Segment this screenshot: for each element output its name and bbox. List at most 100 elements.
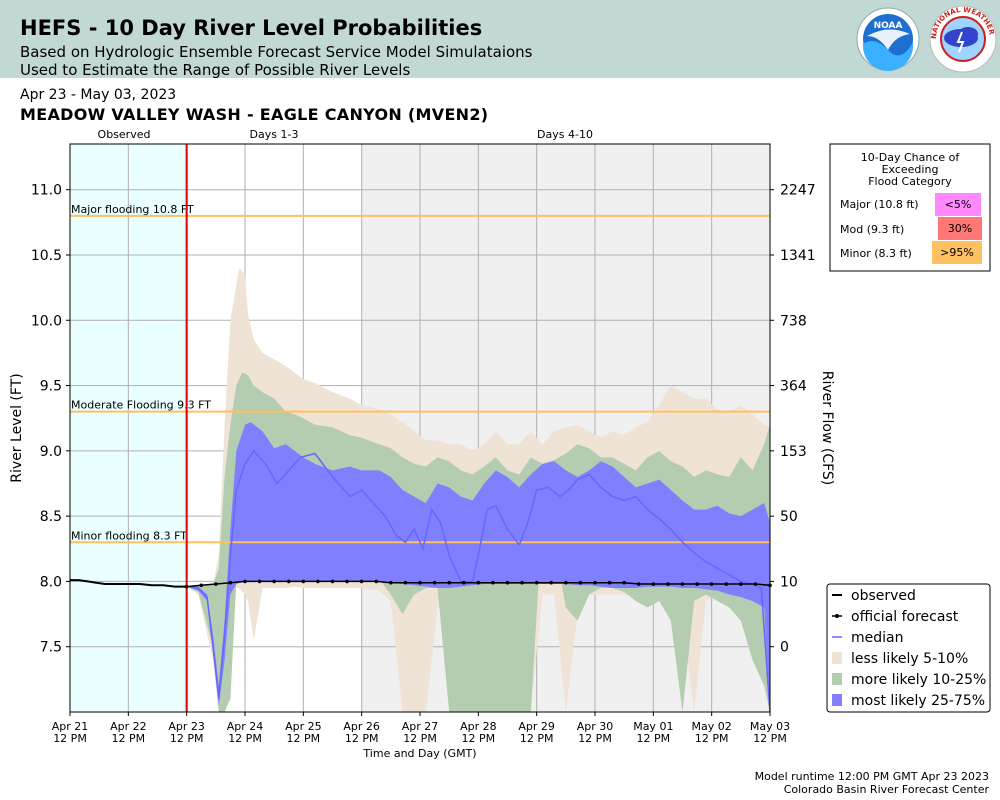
chart-lines (70, 144, 772, 713)
x-axis-label: Time and Day (GMT) (362, 747, 476, 760)
official-forecast-point (695, 582, 699, 586)
x-tick-label-time: 12 PM (695, 732, 729, 745)
flood-table-title-3: Flood Category (868, 175, 952, 188)
period-label-observed: Observed (98, 128, 151, 141)
y2-tick-label: 364 (780, 379, 807, 395)
x-tick-label-date: Apr 26 (343, 720, 380, 733)
flood-row-label-major: Major (10.8 ft) (840, 198, 919, 211)
y-tick-label: 8.5 (40, 509, 62, 525)
x-tick-label-time: 12 PM (578, 732, 612, 745)
noaa-logo-icon: NOAA (856, 7, 920, 71)
official-forecast-point (301, 579, 306, 584)
y-tick-label: 7.5 (40, 640, 62, 656)
legend-label-less-likely: less likely 5-10% (851, 651, 968, 667)
page-title: HEFS - 10 Day River Level Probabilities (20, 16, 483, 40)
official-forecast-point (564, 580, 568, 585)
flood-row-label-minor: Minor (8.3 ft) (840, 247, 912, 260)
official-forecast-point (505, 580, 510, 585)
legend-label-more-likely: more likely 10-25% (851, 672, 986, 688)
flood-table-title-1: 10-Day Chance of (861, 151, 961, 164)
x-tick-label-date: Apr 22 (110, 720, 147, 733)
flood-row-value-minor: >95% (940, 246, 974, 259)
official-forecast-point (578, 580, 583, 585)
official-forecast-point (330, 579, 335, 584)
footer-center: Colorado Basin River Forecast Center (783, 783, 989, 796)
threshold-moderate-label: Moderate Flooding 9.3 FT (71, 399, 211, 412)
x-tick-label-date: Apr 30 (577, 720, 614, 733)
y-tick-label: 9.5 (40, 379, 62, 395)
x-tick-label-time: 12 PM (170, 732, 204, 745)
header-banner: HEFS - 10 Day River Level Probabilities … (0, 0, 1000, 79)
official-forecast-point (316, 579, 320, 584)
flood-category-table: 10-Day Chance of Exceeding Flood Categor… (829, 143, 991, 272)
flood-row-box-major (935, 193, 981, 216)
x-tick-label-time: 12 PM (112, 732, 146, 745)
official-forecast-point (184, 584, 189, 589)
page-subtitle: Based on Hydrologic Ensemble Forecast Se… (20, 43, 533, 61)
official-forecast-point (666, 582, 670, 586)
legend-swatch-less-likely (832, 652, 842, 664)
official-forecast-point (374, 579, 379, 584)
official-forecast-point (345, 579, 349, 584)
official-forecast-point (709, 582, 714, 586)
x-tick-label-date: Apr 27 (402, 720, 439, 733)
x-tick-label-time: 12 PM (520, 732, 554, 745)
flood-row-value-mod: 30% (948, 222, 972, 235)
x-tick-label-time: 12 PM (403, 732, 437, 745)
period-label-days-4-10: Days 4-10 (537, 128, 593, 141)
band-most-likely (186, 422, 770, 712)
x-tick-label-time: 12 PM (53, 732, 87, 745)
legend-swatch-more-likely (832, 673, 842, 685)
official-forecast-point (680, 582, 685, 586)
flood-row-value-major: <5% (945, 198, 972, 211)
official-forecast-point (491, 580, 495, 585)
official-forecast-point (636, 582, 641, 586)
chart-axes: 7.5 8.0 8.5 9.0 9.5 10.0 10.5 11.0 0 10 50 153 364 73… (31, 143, 816, 745)
official-forecast-point (389, 580, 393, 585)
x-tick-label-time: 12 PM (228, 732, 262, 745)
period-label-days-1-3: Days 1-3 (250, 128, 299, 141)
official-forecast-point (461, 580, 466, 585)
median-line (186, 449, 771, 713)
official-forecast-point (286, 579, 291, 584)
official-forecast-point (622, 580, 626, 585)
x-tick-label-time: 12 PM (753, 732, 787, 745)
y-tick-label: 8.0 (40, 574, 62, 590)
official-forecast-point (607, 580, 612, 585)
official-forecast-point (432, 580, 437, 585)
x-tick-label-date: May 01 (633, 720, 673, 733)
noaa-logo-text: NOAA (874, 21, 903, 31)
x-tick-label-date: May 02 (692, 720, 732, 733)
flood-row-label-mod: Mod (9.3 ft) (840, 223, 904, 236)
x-tick-label-date: Apr 28 (460, 720, 497, 733)
official-forecast-point (228, 580, 233, 585)
legend-swatch-forecast-dot (835, 614, 839, 618)
y2-axis-label: River Flow (CFS) (819, 371, 835, 486)
nws-logo-icon: NATIONAL WEATHER SERVICE (928, 4, 997, 73)
official-forecast-point (272, 579, 276, 584)
official-forecast-point (651, 582, 656, 586)
threshold-minor-label: Minor flooding 8.3 FT (71, 529, 187, 542)
x-tick-label-date: Apr 29 (518, 720, 555, 733)
x-tick-label-time: 12 PM (637, 732, 671, 745)
legend-label-most-likely: most likely 25-75% (851, 693, 985, 709)
official-forecast-point (739, 582, 743, 586)
legend-label-median: median (851, 630, 903, 646)
x-tick-label-date: Apr 24 (227, 720, 264, 733)
y2-tick-label: 738 (780, 313, 807, 329)
x-tick-label-date: Apr 23 (168, 720, 205, 733)
x-tick-label-time: 12 PM (462, 732, 496, 745)
chart-legend: observed official forecast median less l… (826, 583, 991, 713)
official-forecast-point (724, 582, 729, 586)
station-name: MEADOW VALLEY WASH - EAGLE CANYON (MVEN2… (20, 105, 489, 124)
official-forecast-point (214, 582, 218, 586)
x-tick-label-time: 12 PM (345, 732, 379, 745)
y-axis-label: River Level (FT) (9, 373, 25, 482)
x-tick-label-date: Apr 21 (52, 720, 89, 733)
footer-runtime: Model runtime 12:00 PM GMT Apr 23 2023 (754, 770, 989, 783)
y2-tick-label: 153 (780, 444, 807, 460)
official-forecast-point (418, 580, 422, 585)
y2-tick-label: 2247 (780, 183, 816, 199)
y2-tick-label: 1341 (780, 248, 816, 264)
